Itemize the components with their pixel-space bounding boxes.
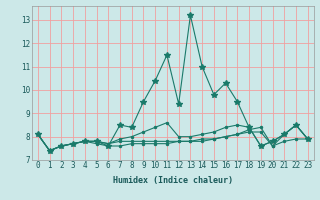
X-axis label: Humidex (Indice chaleur): Humidex (Indice chaleur) [113,176,233,185]
